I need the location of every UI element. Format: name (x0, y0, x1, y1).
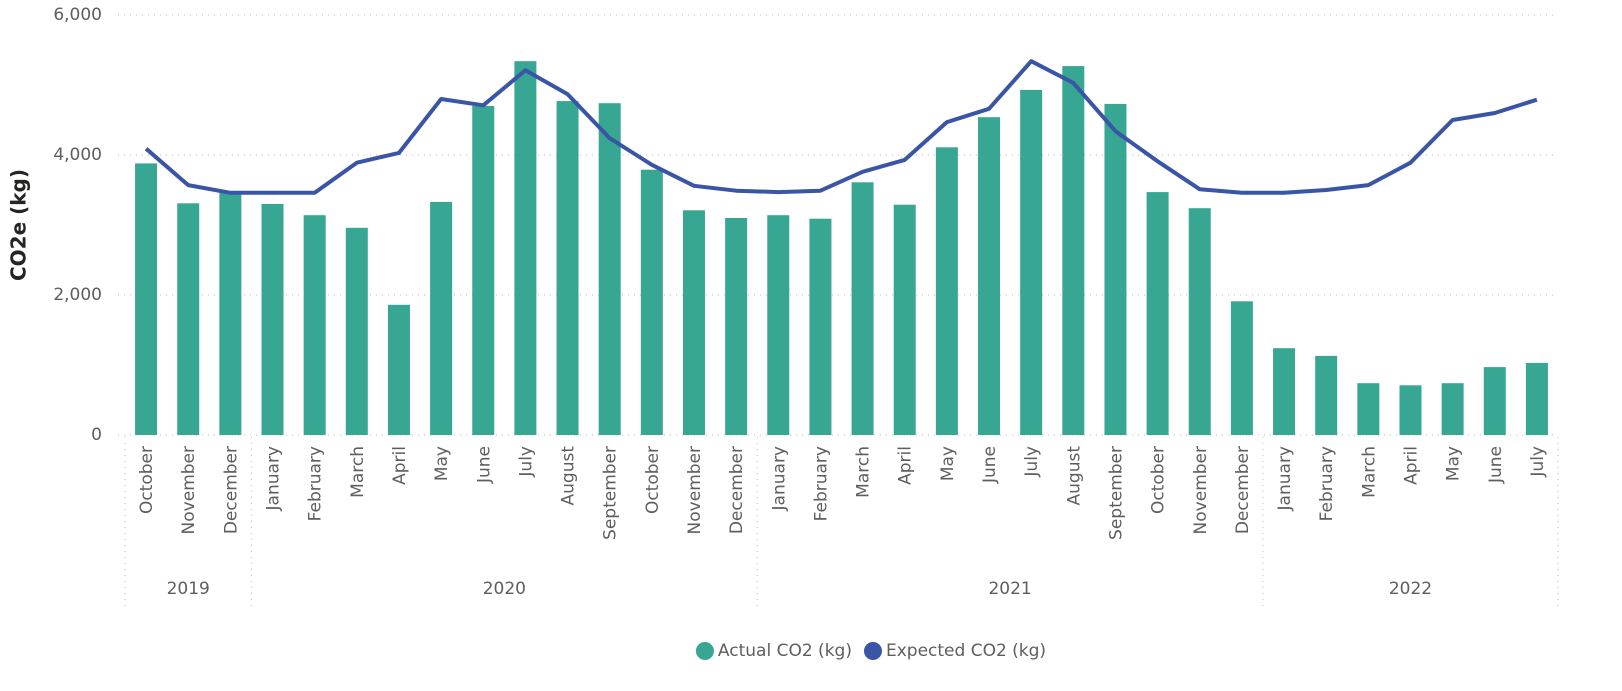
bar (261, 204, 284, 435)
bar (514, 61, 537, 435)
x-tick-label: July (516, 446, 536, 478)
legend-marker (863, 642, 882, 660)
x-tick-label: June (1486, 446, 1506, 484)
legend-label: Actual CO2 (kg) (718, 641, 852, 661)
x-tick-label: December (1233, 446, 1253, 534)
x-tick-label: June (980, 446, 1000, 484)
x-group-label: 2022 (1389, 579, 1432, 599)
x-tick-label: April (1401, 446, 1421, 485)
x-tick-label: August (1064, 446, 1084, 506)
x-tick-label: December (727, 446, 747, 534)
bar (472, 106, 495, 435)
bar (219, 192, 242, 435)
y-tick-label: 4,000 (53, 145, 102, 165)
legend-marker (695, 642, 714, 660)
bar (1399, 385, 1422, 435)
bar (598, 103, 621, 435)
x-tick-label: April (896, 446, 916, 485)
x-tick-label: July (1528, 446, 1548, 478)
x-group-label: 2020 (483, 579, 526, 599)
bar (135, 163, 158, 435)
bar (1230, 301, 1253, 435)
bar (978, 117, 1001, 435)
bar (1441, 383, 1464, 435)
x-tick-label: March (348, 446, 368, 498)
bar (893, 204, 916, 435)
x-group-label: 2021 (988, 579, 1031, 599)
bar (303, 215, 326, 435)
x-tick-label: March (854, 446, 874, 498)
x-tick-label: October (643, 446, 663, 514)
y-tick-label: 2,000 (53, 285, 102, 305)
x-tick-label: January (1275, 446, 1295, 511)
x-tick-label: November (179, 446, 199, 534)
x-tick-label: May (1444, 446, 1464, 481)
bar (387, 304, 410, 435)
bar (1188, 208, 1211, 435)
x-tick-label: July (1022, 446, 1042, 478)
bar (1020, 89, 1043, 436)
x-tick-label: November (685, 446, 705, 534)
x-tick-label: October (1149, 446, 1169, 514)
bar (1146, 192, 1169, 435)
x-tick-label: March (1359, 446, 1379, 498)
bar (1315, 355, 1338, 435)
bar (640, 169, 663, 435)
bar (682, 210, 705, 435)
bar (725, 218, 748, 435)
x-tick-label: January (769, 446, 789, 511)
bar (851, 182, 874, 435)
x-tick-label: February (1317, 446, 1337, 521)
x-tick-label: February (306, 446, 326, 521)
bar (1273, 348, 1296, 435)
x-tick-label: February (811, 446, 831, 521)
bar (1483, 367, 1506, 435)
x-tick-label: January (264, 446, 284, 511)
bar (177, 203, 200, 435)
x-tick-label: April (390, 446, 410, 485)
bar (1525, 362, 1548, 435)
x-tick-label: November (1191, 446, 1211, 534)
y-tick-label: 6,000 (53, 5, 102, 25)
legend-label: Expected CO2 (kg) (886, 641, 1046, 661)
x-tick-label: October (137, 446, 157, 514)
bar (430, 201, 453, 435)
bar (935, 147, 958, 436)
bar (1357, 383, 1380, 435)
x-tick-label: September (1106, 446, 1126, 540)
line (144, 59, 1538, 195)
y-axis-title: CO2e (kg) (7, 169, 31, 281)
legend: Actual CO2 (kg) Expected CO2 (kg) (695, 641, 1046, 661)
x-tick-label: June (474, 446, 494, 484)
bar (345, 227, 368, 435)
x-tick-label: September (601, 446, 621, 540)
x-tick-label: May (938, 446, 958, 481)
bar (767, 215, 790, 435)
y-tick-label: 0 (91, 425, 102, 445)
bar (809, 218, 832, 435)
x-tick-label: December (221, 446, 241, 534)
bar (1104, 103, 1127, 436)
bar (1062, 66, 1085, 435)
x-group-label: 2019 (167, 579, 210, 599)
bar (556, 101, 579, 435)
x-tick-label: May (432, 446, 452, 481)
x-tick-label: August (559, 446, 579, 506)
